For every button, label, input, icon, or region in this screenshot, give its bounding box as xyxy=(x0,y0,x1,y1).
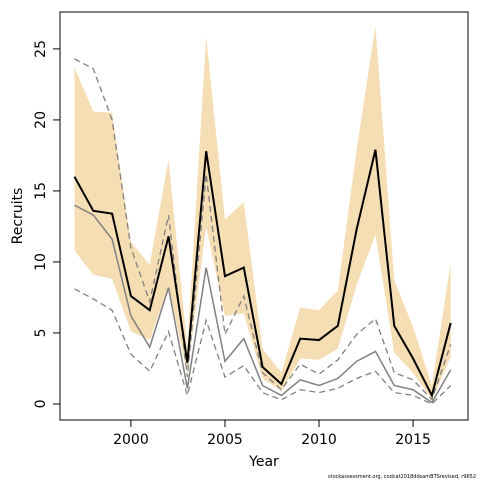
series-line xyxy=(74,204,452,404)
confidence-band xyxy=(74,26,451,400)
footer: stockassessment.org, codcat2018ddsamBTSr… xyxy=(328,474,476,480)
x-tick-label: 2015 xyxy=(395,432,431,448)
plot-frame xyxy=(59,11,469,421)
x-axis-label: Year xyxy=(248,454,279,470)
x-tick-label: 2010 xyxy=(301,432,337,448)
y-tick-label: 25 xyxy=(33,40,49,58)
y-tick-label: 0 xyxy=(33,399,49,408)
y-tick-label: 5 xyxy=(33,328,49,337)
y-axis-label: Recruits xyxy=(10,188,26,245)
y-tick-label: 20 xyxy=(33,111,49,129)
x-tick-label: 2000 xyxy=(113,432,149,448)
x-tick-label: 2005 xyxy=(207,432,243,448)
y-tick-label: 15 xyxy=(33,182,49,200)
series-line xyxy=(74,58,452,401)
series-line xyxy=(73,149,452,399)
y-tick-label: 10 xyxy=(33,253,49,271)
